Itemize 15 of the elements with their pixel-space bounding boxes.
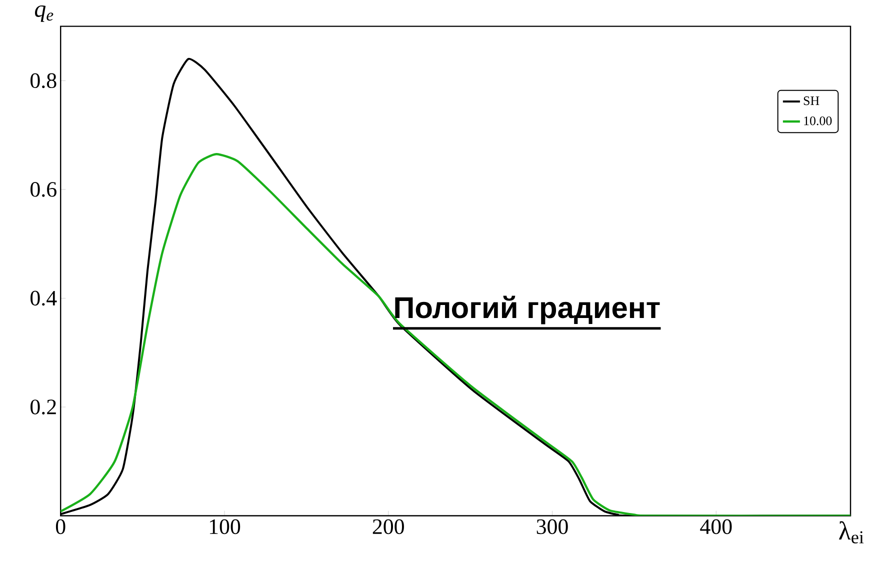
- y-tick-label: 0.8: [30, 73, 56, 88]
- legend-label: SH: [804, 96, 820, 106]
- x-axis-title: λ$_{ei}$: [839, 521, 864, 544]
- y-tick-label: 0.2: [30, 400, 56, 414]
- y-axis-title: q$_{e}$: [35, 6, 54, 22]
- y-tick-label: 0.4: [30, 290, 57, 306]
- y-tick-label: 0.6: [30, 182, 56, 197]
- x-tick-label: 100: [210, 519, 240, 534]
- legend-label: 10.00: [804, 116, 832, 126]
- x-tick-label: 300: [536, 519, 568, 534]
- annotation: Пологий градиент: [395, 296, 660, 324]
- line-series: [60, 153, 851, 516]
- x-tick-label: 0: [56, 519, 66, 534]
- x-tick-label: 200: [372, 519, 404, 534]
- x-tick-label: 400: [700, 519, 732, 534]
